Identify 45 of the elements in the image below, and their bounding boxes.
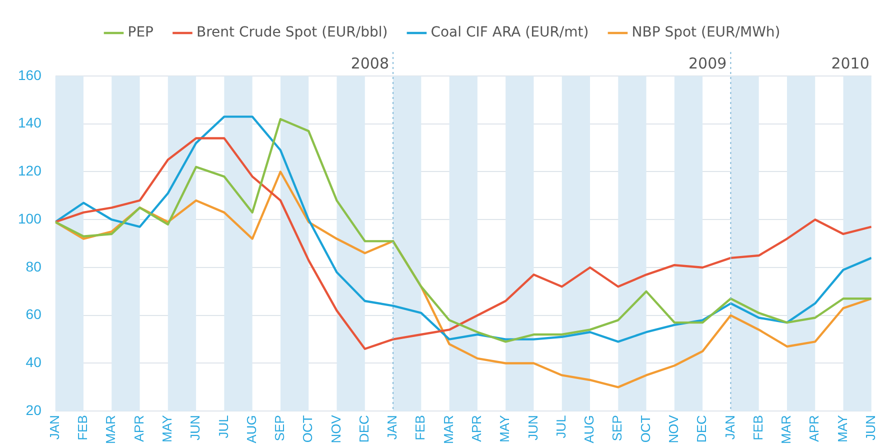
y-tick-label: 100: [18, 210, 42, 226]
legend-label: PEP: [128, 24, 154, 41]
x-tick-label: DEC: [356, 415, 372, 443]
legend-label: Brent Crude Spot (EUR/bbl): [196, 24, 388, 41]
y-tick-label: 60: [26, 306, 42, 322]
x-tick-label: FEB: [750, 415, 766, 440]
x-tick-label: JUN: [188, 415, 203, 440]
y-tick-label: 40: [26, 354, 42, 370]
x-tick-label: MAR: [778, 415, 794, 444]
x-tick-label: AUG: [582, 415, 597, 444]
x-tick-label: OCT: [300, 415, 316, 443]
x-tick-label: FEB: [75, 415, 90, 440]
x-tick-label: APR: [469, 415, 484, 442]
x-tick-label: SEP: [272, 415, 288, 442]
y-tick-label: 140: [18, 114, 42, 131]
x-tick-label: JUL: [553, 415, 568, 438]
x-tick-label: APR: [131, 415, 146, 442]
x-tick-label: MAR: [103, 415, 118, 444]
x-tick-label: SEP: [610, 415, 625, 442]
x-tick-label: JAN: [384, 415, 400, 440]
x-tick-label: AUG: [244, 415, 259, 444]
y-tick-label: 160: [18, 66, 42, 83]
x-tick-label: DEC: [694, 415, 710, 443]
y-tick-label: 120: [18, 162, 42, 179]
legend-label: NBP Spot (EUR/MWh): [632, 24, 780, 41]
x-tick-label: JUL: [216, 415, 231, 438]
x-tick-label: APR: [806, 415, 822, 442]
y-tick-label: 20: [26, 402, 42, 418]
x-tick-label: MAY: [834, 414, 850, 442]
legend-label: Coal CIF ARA (EUR/mt): [430, 24, 589, 41]
x-tick-label: MAY: [159, 414, 174, 442]
text: 2010: [831, 54, 870, 72]
x-tick-label: FEB: [412, 415, 428, 440]
x-tick-label: JUN: [862, 415, 878, 440]
ref-line-label: 2008: [350, 54, 390, 72]
x-tick-label: JAN: [46, 415, 62, 440]
y-tick-label: 80: [26, 258, 42, 274]
x-tick-label: OCT: [638, 415, 653, 443]
ref-line-label: 2009: [688, 54, 727, 72]
x-tick-label: JUN: [525, 415, 540, 440]
x-tick-label: NOV: [666, 414, 682, 444]
x-tick-label: NOV: [328, 414, 344, 444]
x-tick-label: JAN: [722, 415, 738, 440]
x-tick-label: MAR: [440, 415, 456, 444]
x-tick-label: MAY: [497, 414, 512, 442]
